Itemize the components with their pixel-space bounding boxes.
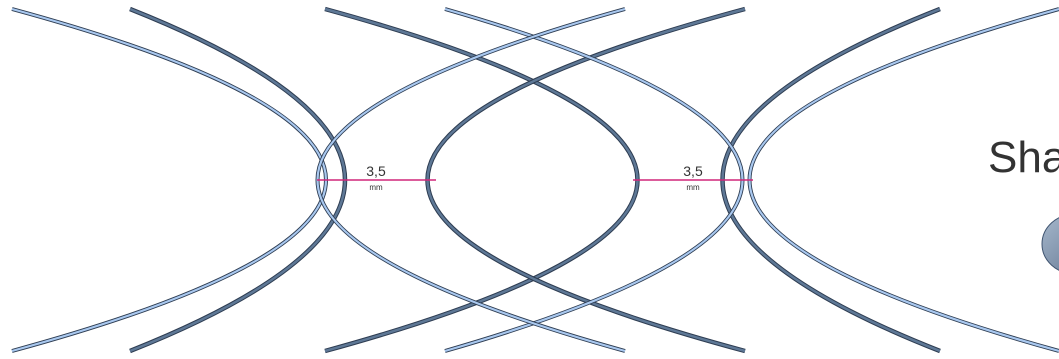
curve-layer <box>11 6 1059 354</box>
dimension-2: 3,5 mm <box>633 163 753 192</box>
light-arc-1-outline <box>11 7 328 353</box>
dimension-unit-1: mm <box>369 183 383 192</box>
dark-arc-1 <box>129 7 347 353</box>
dark-arc-4 <box>721 7 941 353</box>
side-circle <box>1041 217 1059 271</box>
side-label: Sha <box>988 133 1059 182</box>
dimension-unit-2: mm <box>686 183 700 192</box>
dimension-1: 3,5 mm <box>317 163 436 192</box>
dimension-value-2: 3,5 <box>683 163 703 179</box>
dimension-value-1: 3,5 <box>366 163 386 179</box>
